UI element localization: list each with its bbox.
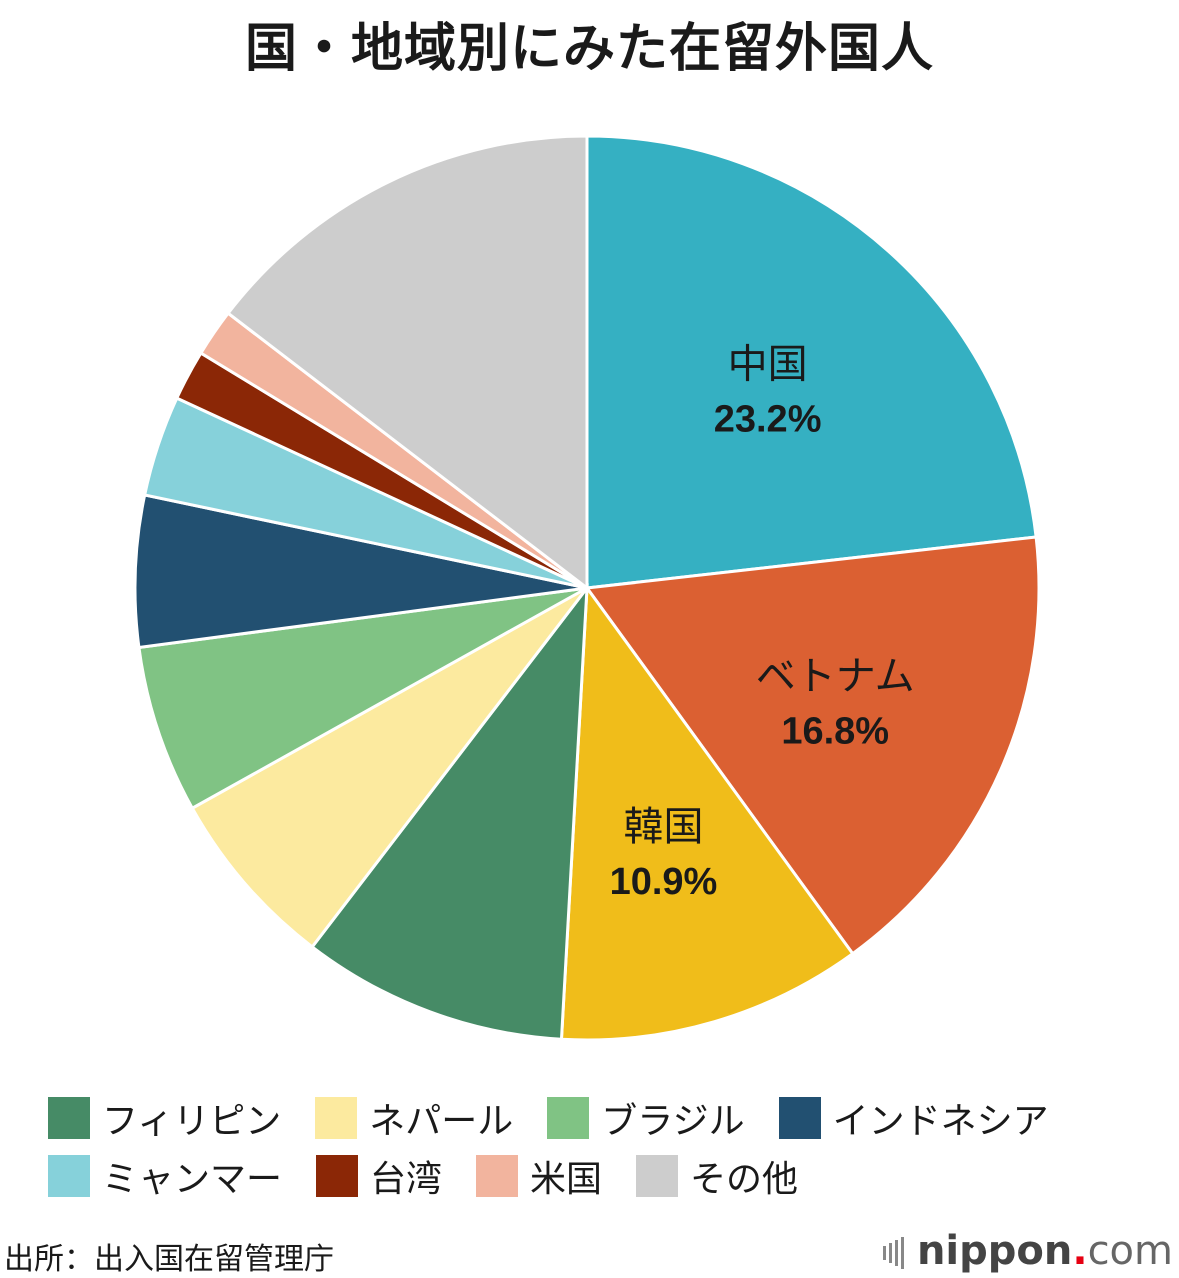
slice-label: 中国 bbox=[728, 342, 808, 388]
slice-value-label: 16.8% bbox=[781, 710, 889, 752]
pie-slice bbox=[310, 583, 589, 1041]
legend-swatch bbox=[48, 1155, 90, 1197]
brand-dot: . bbox=[1072, 1228, 1088, 1274]
legend-swatch bbox=[48, 1097, 90, 1139]
pie-slice bbox=[137, 586, 588, 811]
legend-swatch bbox=[636, 1155, 679, 1197]
chart-title: 国・地域別にみた在留外国人 bbox=[244, 19, 934, 79]
legend-swatch bbox=[316, 1155, 359, 1197]
legend-row-1: フィリピン ネパール ブラジル インドネシア bbox=[48, 1092, 1168, 1144]
pie-chart: 中国 23.2% ベトナム 16.8% 韓国 10.9% bbox=[133, 134, 1041, 1042]
brand-tld: com bbox=[1087, 1228, 1173, 1274]
slice-value-label: 10.9% bbox=[610, 861, 718, 903]
legend: フィリピン ネパール ブラジル インドネシア ミャンマー 台湾 米国 bbox=[48, 1092, 1168, 1208]
legend-item-taiwan: 台湾 bbox=[316, 1150, 442, 1202]
legend-item-usa: 米国 bbox=[476, 1150, 602, 1202]
legend-label: インドネシア bbox=[832, 1101, 1049, 1142]
source-note: 出所：出入国在留管理庁 bbox=[4, 1242, 334, 1277]
brand-name: nippon bbox=[916, 1228, 1073, 1274]
legend-label: ミャンマー bbox=[102, 1159, 283, 1200]
legend-swatch bbox=[315, 1097, 358, 1139]
pie-slice bbox=[584, 535, 1041, 956]
legend-label: 米国 bbox=[530, 1159, 603, 1200]
pie-slice bbox=[190, 586, 589, 949]
pie-slice bbox=[585, 134, 1038, 590]
legend-item-other: その他 bbox=[636, 1150, 798, 1202]
slice-value-label: 23.2% bbox=[714, 399, 822, 441]
pie-slice bbox=[133, 493, 588, 650]
slice-label: 韓国 bbox=[623, 804, 703, 850]
legend-label: 台湾 bbox=[370, 1159, 443, 1200]
legend-swatch bbox=[476, 1155, 519, 1197]
legend-item-philippines: フィリピン bbox=[48, 1092, 281, 1144]
pie-slice bbox=[559, 583, 855, 1042]
legend-item-nepal: ネパール bbox=[315, 1092, 513, 1144]
pie-slice bbox=[226, 134, 589, 592]
legend-item-brazil: ブラジル bbox=[547, 1092, 745, 1144]
legend-swatch bbox=[778, 1097, 821, 1139]
legend-row-2: ミャンマー 台湾 米国 その他 bbox=[48, 1150, 1168, 1202]
legend-item-myanmar: ミャンマー bbox=[48, 1150, 282, 1202]
legend-item-indonesia: インドネシア bbox=[778, 1092, 1049, 1144]
slice-label: ベトナム bbox=[756, 653, 915, 699]
brand-bars-icon bbox=[882, 1228, 907, 1274]
brand-logo: nippon. com bbox=[882, 1228, 1173, 1274]
legend-swatch bbox=[547, 1097, 590, 1139]
legend-label: その他 bbox=[690, 1159, 799, 1200]
legend-label: ネパール bbox=[369, 1101, 514, 1142]
legend-label: ブラジル bbox=[601, 1101, 745, 1142]
legend-label: フィリピン bbox=[102, 1101, 282, 1142]
